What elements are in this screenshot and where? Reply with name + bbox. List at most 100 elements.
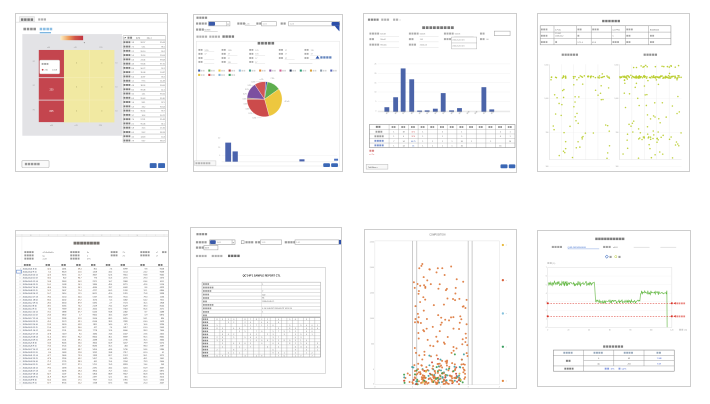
svg-text:33.8: 33.8	[109, 352, 113, 354]
svg-text:2024-05-01 00:0: 2024-05-01 00:0	[452, 40, 464, 42]
svg-text:4: 4	[261, 322, 262, 324]
svg-text:74.3: 74.3	[109, 333, 113, 335]
svg-text:4432: 4432	[62, 299, 66, 301]
svg-text:B10485026: B10485026	[650, 29, 659, 31]
svg-text:44.6: 44.6	[109, 349, 113, 351]
svg-text:2.2: 2.2	[131, 51, 134, 53]
svg-text:4,PL6(: 4,PL6(	[555, 29, 561, 31]
svg-text:5: 5	[546, 284, 547, 286]
svg-text:2.1: 2.1	[131, 123, 134, 125]
svg-text:37.1: 37.1	[412, 132, 415, 134]
svg-text:0: 0	[289, 340, 290, 342]
svg-text:4562: 4562	[93, 309, 97, 311]
svg-text:1: 1	[471, 141, 472, 143]
svg-text:63.0: 63.0	[47, 330, 51, 332]
svg-text:98.57: 98.57	[141, 42, 146, 44]
svg-text:2024-03-04 15:11: 2024-03-04 15:11	[23, 364, 38, 366]
svg-text:6875: 6875	[160, 370, 164, 372]
svg-text:7899: 7899	[123, 321, 127, 323]
svg-text:3.2%: 3.2%	[245, 89, 249, 91]
svg-text:6111: 6111	[160, 281, 164, 283]
svg-text:5650: 5650	[93, 349, 97, 351]
svg-text:9: 9	[261, 355, 262, 357]
svg-text:6: 6	[306, 343, 307, 345]
svg-text:0: 0	[374, 387, 375, 388]
svg-text:94.0: 94.0	[78, 327, 82, 329]
svg-text:7: 7	[250, 346, 251, 348]
svg-text:0: 0	[373, 369, 374, 371]
svg-text:22.8: 22.8	[78, 352, 82, 354]
svg-text:39.1: 39.1	[78, 321, 82, 323]
svg-text:39.3: 39.3	[109, 321, 113, 323]
svg-text:871: 871	[124, 324, 127, 326]
svg-text:2024-06-2: 2024-06-2	[555, 36, 563, 38]
svg-text:3.2%: 3.2%	[243, 93, 247, 95]
svg-text:6495: 6495	[123, 358, 127, 360]
svg-text:25: 25	[374, 64, 376, 66]
svg-text:5: 5	[250, 343, 251, 345]
svg-text:0: 0	[261, 331, 262, 333]
svg-text:2024-03-23 18:14: 2024-03-23 18:14	[23, 336, 38, 338]
svg-text:3.7: 3.7	[131, 115, 134, 117]
svg-text:62.0: 62.0	[144, 352, 148, 354]
svg-text:8: 8	[289, 328, 290, 330]
svg-text:F2: F2	[33, 61, 35, 63]
svg-text:33.2: 33.2	[161, 76, 165, 78]
svg-text:90.54: 90.54	[141, 111, 146, 113]
svg-text:60.5: 60.5	[109, 290, 113, 292]
svg-text:15.16: 15.16	[141, 55, 146, 57]
svg-text:9173: 9173	[62, 321, 66, 323]
svg-text:2481: 2481	[62, 268, 66, 270]
svg-text:2024-03-03 14:10: 2024-03-03 14:10	[23, 361, 38, 363]
svg-text:8144: 8144	[160, 306, 164, 308]
svg-text:2,500: 2,500	[370, 241, 374, 243]
svg-text:1418: 1418	[93, 271, 97, 273]
svg-text:2: 2	[217, 337, 218, 339]
svg-text:COMPOSITION: COMPOSITION	[429, 234, 445, 236]
svg-text:9368: 9368	[123, 281, 127, 283]
svg-text:1,500: 1,500	[370, 292, 374, 294]
svg-text:1: 1	[261, 325, 262, 327]
svg-text:3.3: 3.3	[48, 370, 51, 372]
svg-text:28: 28	[19, 330, 21, 332]
svg-text:2-x/8: 2-x/8	[43, 259, 47, 261]
svg-text:3182: 3182	[62, 349, 66, 351]
svg-text:4571: 4571	[160, 309, 164, 311]
svg-text:G: G	[119, 235, 121, 237]
svg-text:36.1: 36.1	[109, 336, 113, 338]
svg-text:24: 24	[19, 318, 21, 320]
svg-text:60868: 60868	[204, 30, 211, 32]
svg-text:5: 5	[217, 325, 218, 327]
svg-text:16: 16	[412, 145, 414, 147]
svg-text:17: 17	[228, 54, 230, 56]
svg-text:64.2: 64.2	[144, 299, 148, 301]
svg-text:22: 22	[19, 312, 21, 314]
svg-text:4288: 4288	[93, 339, 97, 341]
svg-text:1401: 1401	[160, 358, 164, 360]
svg-text:5984: 5984	[160, 349, 164, 351]
svg-text:94.8: 94.8	[109, 312, 113, 314]
svg-text:7: 7	[278, 331, 279, 333]
svg-text:18: 18	[19, 299, 21, 301]
svg-text:28.5: 28.5	[47, 302, 51, 304]
svg-text:4547: 4547	[160, 383, 164, 385]
svg-text:21: 21	[19, 309, 21, 311]
svg-text:2024-03-06 13:15: 2024-03-06 13:15	[23, 284, 38, 286]
svg-text:20: 20	[19, 306, 21, 308]
svg-text:45.5: 45.5	[47, 321, 51, 323]
svg-text:9567: 9567	[123, 373, 127, 375]
svg-text:x: x	[400, 20, 402, 22]
svg-text:5888: 5888	[62, 312, 66, 314]
svg-text:2024-03-09 16:12: 2024-03-09 16:12	[23, 293, 38, 295]
svg-text:950: 950	[616, 132, 619, 134]
svg-text:4587: 4587	[160, 346, 164, 348]
svg-text:2*x: 2*x	[123, 252, 126, 254]
svg-text:38.24: 38.24	[160, 132, 165, 134]
svg-text:2024-03-19 14:10: 2024-03-19 14:10	[23, 324, 38, 326]
svg-text:90.5: 90.5	[144, 336, 148, 338]
svg-text:9772: 9772	[62, 364, 66, 366]
svg-text:5350: 5350	[160, 380, 164, 382]
svg-text:49.4: 49.4	[109, 284, 113, 286]
svg-text:33.0: 33.0	[78, 343, 82, 345]
svg-text:15.4: 15.4	[47, 327, 51, 329]
